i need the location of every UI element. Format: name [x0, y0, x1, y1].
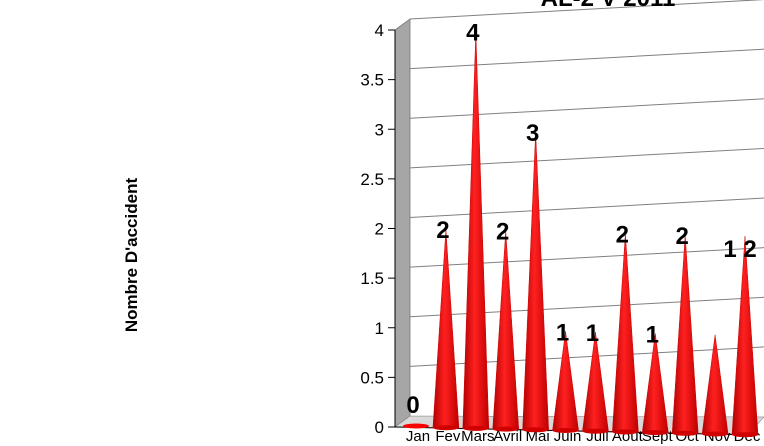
y-tick-label: 0.5 [360, 368, 384, 387]
x-tick-label: Avril [493, 428, 522, 445]
data-label: 2 [676, 223, 689, 250]
data-label: 2 [496, 219, 509, 246]
bar-cone [492, 230, 519, 430]
bar-cone [671, 234, 699, 434]
bar-cone [462, 31, 490, 429]
y-tick-label: 2 [375, 220, 384, 239]
bar-base [732, 432, 758, 438]
y-tick-label: 3 [375, 120, 384, 139]
data-label: 1 [556, 319, 569, 346]
gridlines [409, 0, 764, 367]
y-tick-label: 1.5 [360, 269, 384, 288]
x-tick-label: Fev [435, 428, 461, 445]
y-tick-label: 2.5 [360, 170, 384, 189]
x-tick-label: Mars [461, 428, 494, 445]
y-tick-label: 4 [375, 21, 384, 40]
bar-base [462, 425, 489, 431]
data-label: 0 [406, 392, 419, 419]
chart-title: AL-2 V 2011 [541, 0, 676, 12]
bar-base [702, 431, 729, 437]
bar-base [492, 426, 519, 432]
side-wall [394, 18, 411, 428]
x-tick-label: Mai [526, 428, 550, 445]
x-tick-label: Jan [406, 428, 430, 445]
gridline [409, 247, 764, 268]
bar-base [672, 430, 699, 436]
bar-base [642, 430, 669, 436]
bars [403, 31, 759, 438]
bar-base [403, 423, 429, 429]
gridline [409, 98, 764, 119]
bar-cone [731, 236, 759, 435]
bar-base [582, 428, 609, 434]
gridline [409, 346, 764, 367]
gridline [409, 197, 764, 218]
data-label: 2 [616, 221, 629, 248]
gridline [409, 48, 764, 70]
bar-base [522, 427, 549, 433]
data-label: 3 [526, 120, 539, 147]
data-label: 4 [466, 19, 480, 46]
bar-cone [522, 132, 549, 431]
bar-base [612, 429, 639, 435]
y-axis-title: Nombre D'accident [122, 178, 141, 333]
gridline [409, 147, 764, 169]
y-tick-label: 3.5 [360, 71, 384, 90]
data-label: 1 [586, 320, 599, 347]
y-tick-label: 1 [375, 319, 384, 338]
y-tick-label: 0 [375, 418, 384, 437]
data-label: 2 [436, 217, 449, 244]
gridline [409, 0, 764, 20]
bar-base [432, 425, 459, 431]
data-label: 1 2 [723, 236, 756, 263]
gridline [409, 296, 764, 318]
data-label: 1 [646, 321, 659, 348]
bar-cone [432, 229, 460, 428]
bar-cone [612, 233, 639, 433]
bar-base [552, 428, 579, 433]
